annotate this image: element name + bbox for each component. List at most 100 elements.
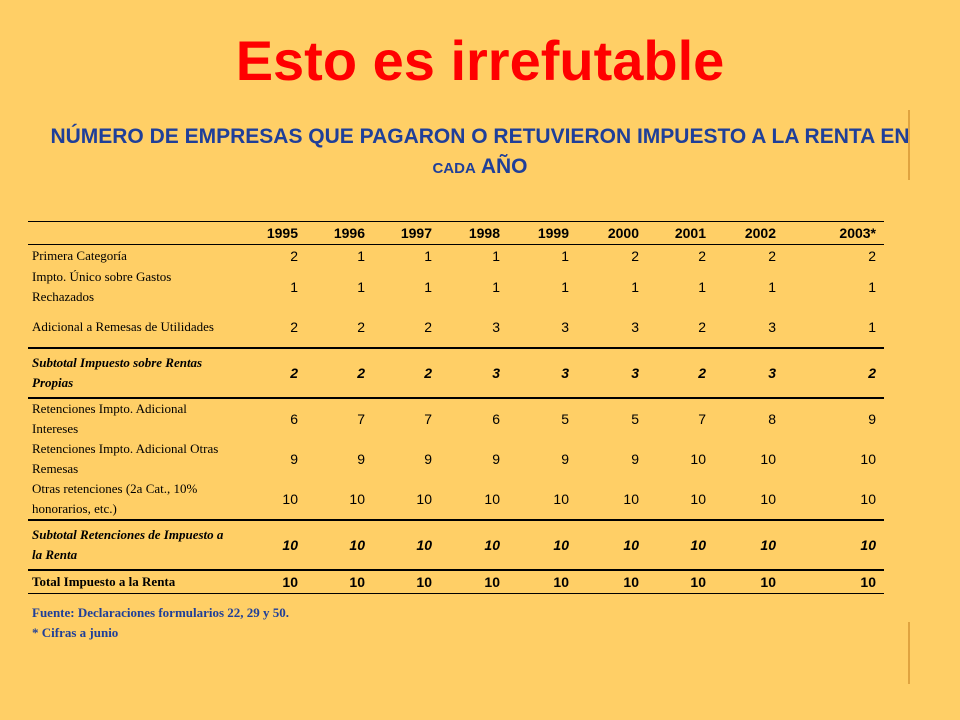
year-header: 2002 bbox=[714, 221, 784, 245]
cell-value: 10 bbox=[760, 451, 776, 467]
footnote-text: * Cifras a junio bbox=[32, 625, 119, 640]
table-row: Primera Categoría 2 1 1 1 1 2 2 2 2 bbox=[28, 245, 884, 268]
table-heading-part1: NÚMERO DE EMPRESAS QUE PAGARON O RETUVIE… bbox=[50, 125, 910, 148]
table-row: Retenciones Impto. Adicional Otras Remes… bbox=[28, 439, 884, 479]
row-label: Otras retenciones (2a Cat., 10% honorari… bbox=[32, 481, 198, 516]
cell-value: 2 bbox=[631, 248, 639, 264]
decorative-line-bottom bbox=[908, 622, 910, 684]
row-label: Subtotal Retenciones de Impuesto a la Re… bbox=[28, 519, 230, 571]
cell-value: 10 bbox=[690, 451, 706, 467]
cell-value: 1 bbox=[631, 279, 639, 295]
cell-value: 1 bbox=[698, 279, 706, 295]
cell-value: 10 bbox=[373, 519, 440, 571]
cell-value: 10 bbox=[784, 519, 884, 571]
year-header: 2000 bbox=[577, 221, 647, 245]
cell-value: 10 bbox=[623, 491, 639, 507]
year-header: 1998 bbox=[440, 221, 508, 245]
cell-value: 10 bbox=[860, 491, 876, 507]
cell-value: 5 bbox=[631, 411, 639, 427]
cell-value: 9 bbox=[492, 451, 500, 467]
cell-value: 10 bbox=[416, 491, 432, 507]
cell-value: 10 bbox=[306, 519, 373, 571]
cell-value: 2 bbox=[373, 347, 440, 399]
row-label: Primera Categoría bbox=[32, 248, 127, 263]
row-label: Total Impuesto a la Renta bbox=[28, 570, 230, 594]
cell-value: 10 bbox=[349, 491, 365, 507]
cell-value: 10 bbox=[647, 570, 714, 594]
cell-value: 1 bbox=[492, 279, 500, 295]
decorative-line-top bbox=[908, 110, 910, 180]
cell-value: 10 bbox=[714, 570, 784, 594]
cell-value: 10 bbox=[508, 570, 577, 594]
row-label: Retenciones Impto. Adicional Intereses bbox=[32, 401, 187, 436]
year-header: 1997 bbox=[373, 221, 440, 245]
subtotal-row: Subtotal Retenciones de Impuesto a la Re… bbox=[28, 519, 884, 571]
cell-value: 10 bbox=[440, 519, 508, 571]
cell-value: 2 bbox=[424, 319, 432, 335]
header-row: 1995 1996 1997 1998 1999 2000 2001 2002 … bbox=[28, 221, 884, 245]
subtotal-row: Subtotal Impuesto sobre Rentas Propias 2… bbox=[28, 347, 884, 399]
cell-value: 3 bbox=[631, 319, 639, 335]
cell-value: 2 bbox=[290, 248, 298, 264]
cell-value: 2 bbox=[290, 319, 298, 335]
cell-value: 10 bbox=[760, 491, 776, 507]
header-label-cell bbox=[28, 221, 230, 245]
table-heading-part2: CADA bbox=[432, 160, 476, 177]
year-header: 1996 bbox=[306, 221, 373, 245]
cell-value: 10 bbox=[230, 570, 306, 594]
table-heading: NÚMERO DE EMPRESAS QUE PAGARON O RETUVIE… bbox=[50, 122, 910, 184]
cell-value: 10 bbox=[306, 570, 373, 594]
year-header: 2001 bbox=[647, 221, 714, 245]
cell-value: 1 bbox=[424, 279, 432, 295]
cell-value: 2 bbox=[306, 347, 373, 399]
cell-value: 1 bbox=[492, 248, 500, 264]
cell-value: 10 bbox=[714, 519, 784, 571]
cell-value: 2 bbox=[784, 347, 884, 399]
cell-value: 10 bbox=[508, 519, 577, 571]
cell-value: 9 bbox=[424, 451, 432, 467]
cell-value: 3 bbox=[714, 347, 784, 399]
cell-value: 3 bbox=[577, 347, 647, 399]
cell-value: 9 bbox=[868, 411, 876, 427]
cell-value: 1 bbox=[868, 319, 876, 335]
cell-value: 10 bbox=[484, 491, 500, 507]
cell-value: 3 bbox=[508, 347, 577, 399]
tax-companies-table: 1995 1996 1997 1998 1999 2000 2001 2002 … bbox=[28, 221, 884, 594]
cell-value: 7 bbox=[357, 411, 365, 427]
cell-value: 10 bbox=[577, 519, 647, 571]
cell-value: 10 bbox=[440, 570, 508, 594]
cell-value: 2 bbox=[647, 347, 714, 399]
cell-value: 10 bbox=[860, 451, 876, 467]
cell-value: 8 bbox=[768, 411, 776, 427]
cell-value: 10 bbox=[690, 491, 706, 507]
cell-value: 10 bbox=[647, 519, 714, 571]
cell-value: 9 bbox=[631, 451, 639, 467]
cell-value: 1 bbox=[290, 279, 298, 295]
year-header: 1999 bbox=[508, 221, 577, 245]
year-header: 1995 bbox=[230, 221, 306, 245]
cell-value: 3 bbox=[440, 347, 508, 399]
table-heading-part3: AÑO bbox=[475, 155, 528, 178]
cell-value: 5 bbox=[561, 411, 569, 427]
row-label: Adicional a Remesas de Utilidades bbox=[32, 319, 214, 334]
cell-value: 1 bbox=[357, 279, 365, 295]
cell-value: 2 bbox=[357, 319, 365, 335]
cell-value: 10 bbox=[373, 570, 440, 594]
slide-title: Esto es irrefutable bbox=[235, 29, 725, 92]
cell-value: 1 bbox=[868, 279, 876, 295]
cell-value: 2 bbox=[768, 248, 776, 264]
cell-value: 2 bbox=[868, 248, 876, 264]
row-label: Retenciones Impto. Adicional Otras Remes… bbox=[32, 441, 219, 476]
row-label: Impto. Único sobre Gastos Rechazados bbox=[32, 269, 172, 304]
cell-value: 3 bbox=[492, 319, 500, 335]
cell-value: 1 bbox=[357, 248, 365, 264]
cell-value: 2 bbox=[230, 347, 306, 399]
cell-value: 9 bbox=[561, 451, 569, 467]
cell-value: 1 bbox=[768, 279, 776, 295]
cell-value: 1 bbox=[424, 248, 432, 264]
source-text: Fuente: Declaraciones formularios 22, 29… bbox=[32, 605, 290, 620]
cell-value: 1 bbox=[561, 248, 569, 264]
cell-value: 3 bbox=[768, 319, 776, 335]
cell-value: 7 bbox=[424, 411, 432, 427]
cell-value: 2 bbox=[698, 248, 706, 264]
